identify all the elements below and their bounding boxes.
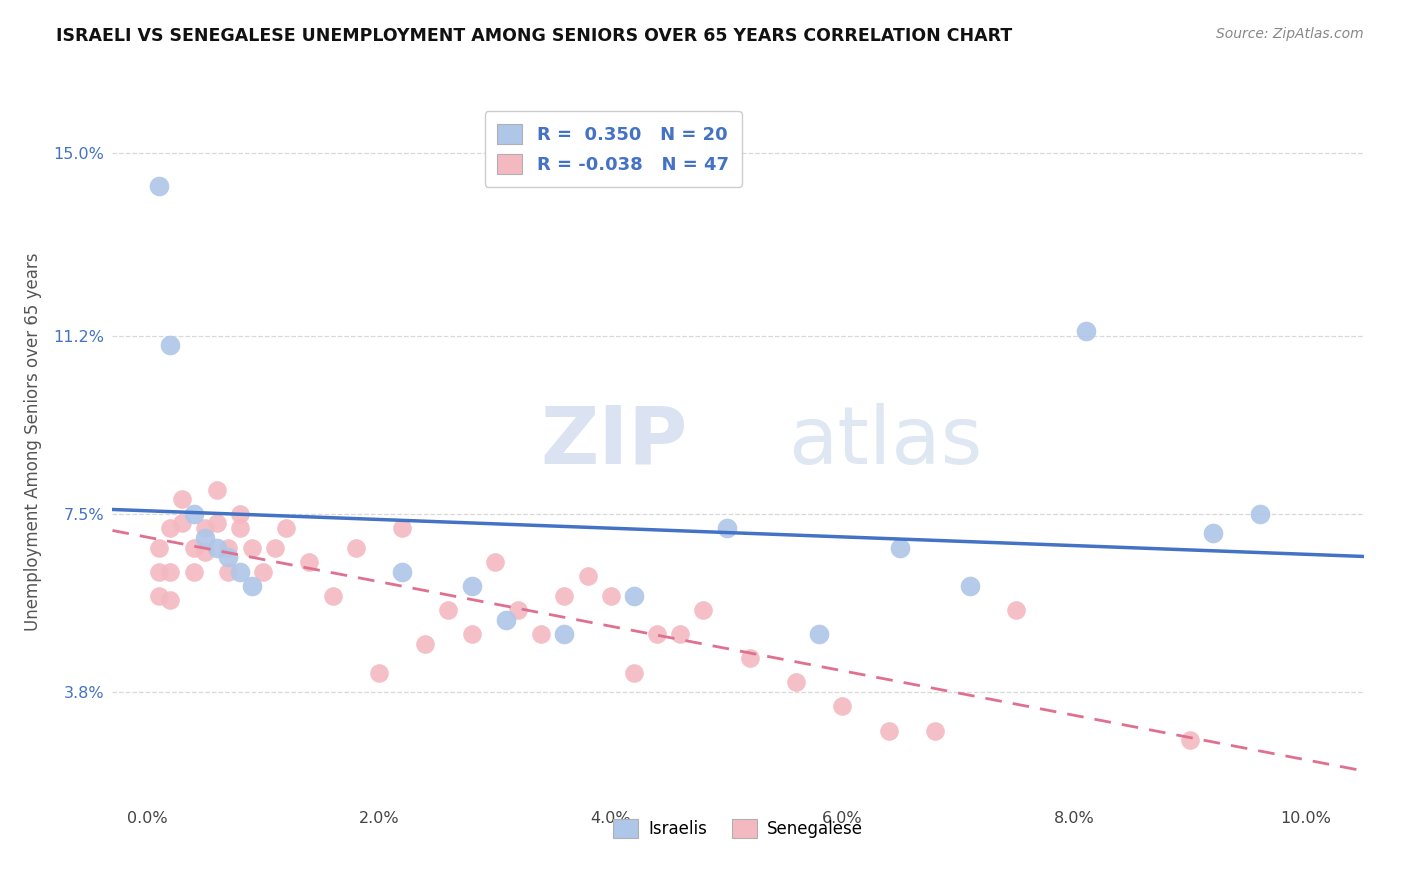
Point [229, 565, 252, 579]
Point [240, 579, 263, 593]
Point [194, 531, 217, 545]
Point [645, 627, 668, 641]
Point [170, 516, 193, 531]
Point [1005, 603, 1028, 617]
Point [205, 541, 228, 555]
Point [217, 541, 239, 555]
Point [148, 541, 170, 555]
Point [530, 627, 553, 641]
Point [217, 550, 239, 565]
Point [889, 541, 911, 555]
Text: atlas: atlas [789, 402, 983, 481]
Point [148, 565, 170, 579]
Point [391, 521, 413, 535]
Point [669, 627, 692, 641]
Point [252, 565, 274, 579]
Point [183, 541, 205, 555]
Point [148, 589, 170, 603]
Point [159, 593, 181, 607]
Point [437, 603, 460, 617]
Point [738, 651, 761, 665]
Point [148, 179, 170, 194]
Y-axis label: Unemployment Among Seniors over 65 years: Unemployment Among Seniors over 65 years [24, 252, 42, 631]
Point [460, 579, 482, 593]
Point [495, 613, 517, 627]
Point [599, 589, 621, 603]
Point [692, 603, 714, 617]
Point [205, 483, 228, 497]
Point [484, 555, 506, 569]
Point [877, 723, 900, 738]
Point [217, 565, 239, 579]
Point [623, 589, 645, 603]
Point [391, 565, 413, 579]
Point [959, 579, 981, 593]
Point [1249, 507, 1271, 521]
Point [506, 603, 529, 617]
Point [159, 565, 181, 579]
Point [183, 565, 205, 579]
Text: Source: ZipAtlas.com: Source: ZipAtlas.com [1216, 27, 1364, 41]
Point [415, 637, 437, 651]
Point [194, 545, 217, 559]
Point [924, 723, 946, 738]
Point [240, 541, 263, 555]
Text: ISRAELI VS SENEGALESE UNEMPLOYMENT AMONG SENIORS OVER 65 YEARS CORRELATION CHART: ISRAELI VS SENEGALESE UNEMPLOYMENT AMONG… [56, 27, 1012, 45]
Point [205, 516, 228, 531]
Point [553, 627, 575, 641]
Point [263, 541, 285, 555]
Point [229, 521, 252, 535]
Point [194, 521, 217, 535]
Point [298, 555, 321, 569]
Point [808, 627, 831, 641]
Point [716, 521, 738, 535]
Point [229, 507, 252, 521]
Point [276, 521, 298, 535]
Point [785, 675, 807, 690]
Point [322, 589, 344, 603]
Point [553, 589, 575, 603]
Point [1202, 526, 1225, 541]
Point [831, 699, 853, 714]
Point [460, 627, 482, 641]
Text: ZIP: ZIP [541, 402, 688, 481]
Point [344, 541, 367, 555]
Point [1178, 733, 1201, 747]
Point [170, 492, 193, 507]
Point [159, 338, 181, 352]
Point [159, 521, 181, 535]
Point [183, 507, 205, 521]
Point [576, 569, 599, 583]
Point [1074, 324, 1097, 338]
Point [368, 665, 391, 680]
Legend: Israelis, Senegalese: Israelis, Senegalese [606, 813, 870, 845]
Point [623, 665, 645, 680]
